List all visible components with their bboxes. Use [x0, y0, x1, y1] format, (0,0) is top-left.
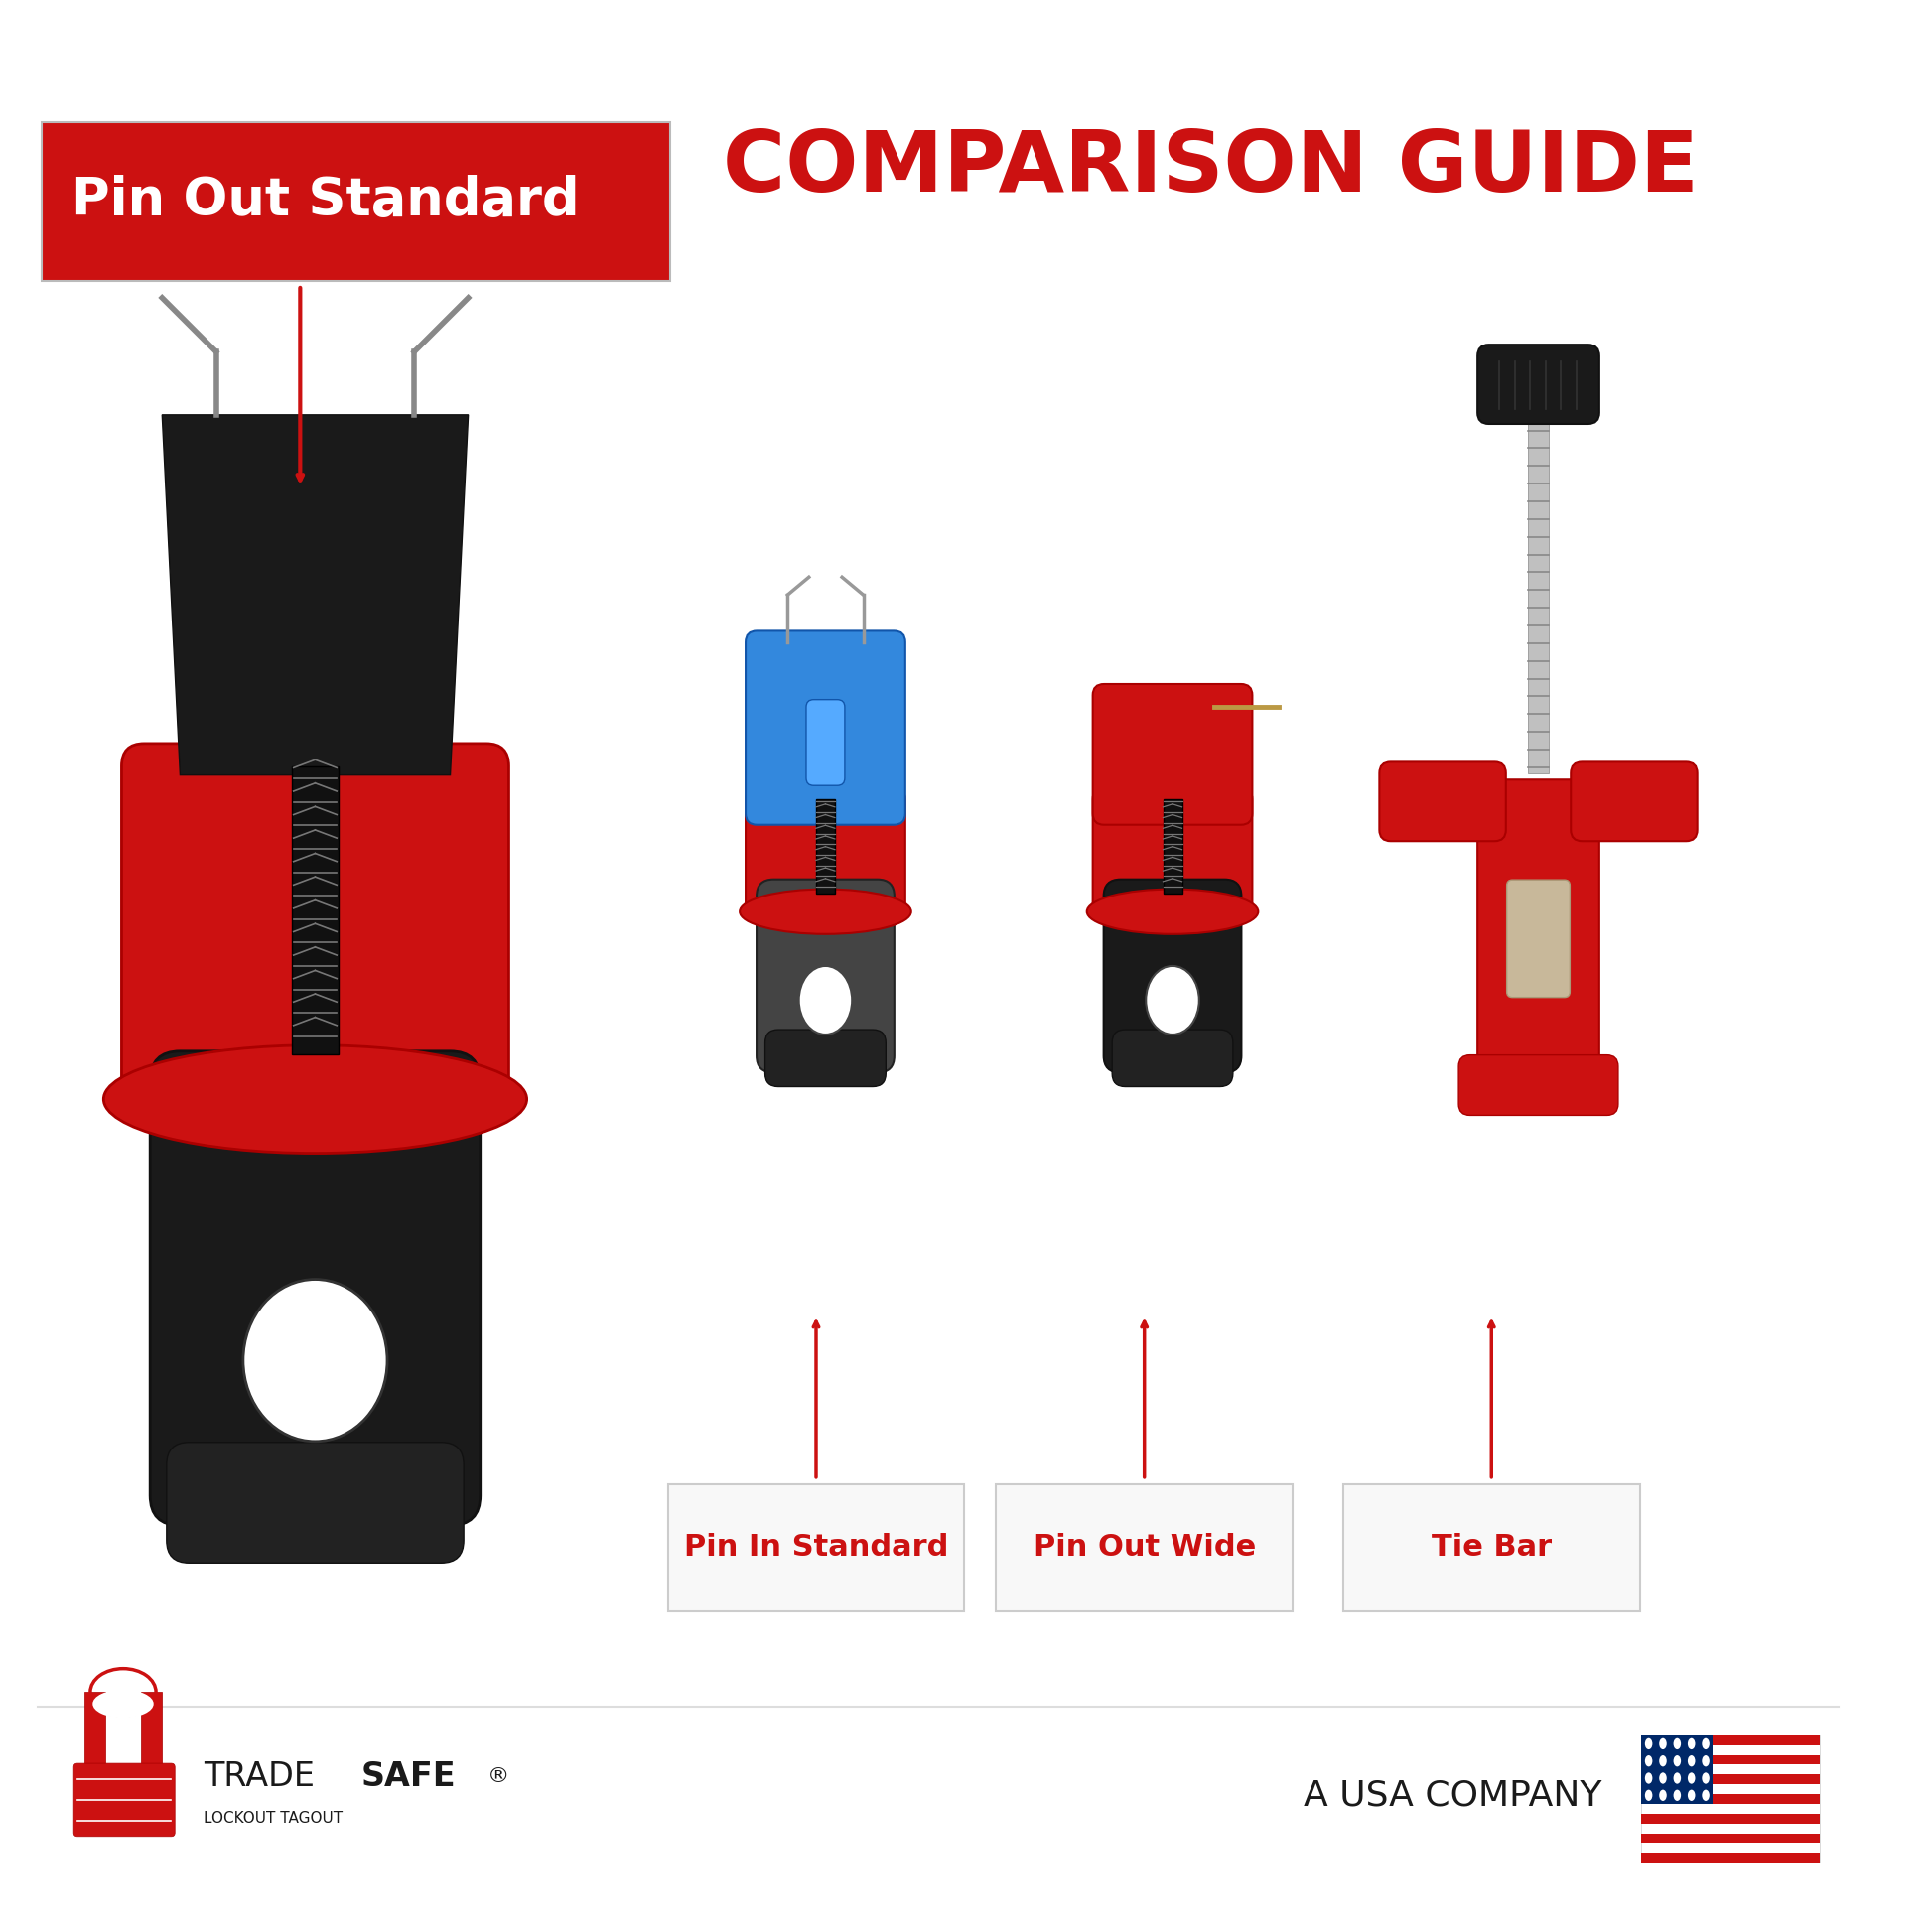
- Text: TRADE: TRADE: [205, 1760, 315, 1793]
- Ellipse shape: [1702, 1772, 1710, 1783]
- Ellipse shape: [798, 966, 852, 1034]
- FancyBboxPatch shape: [122, 744, 508, 1113]
- Ellipse shape: [740, 889, 912, 933]
- Ellipse shape: [1673, 1756, 1681, 1766]
- FancyBboxPatch shape: [1459, 1055, 1619, 1115]
- Text: A USA COMPANY: A USA COMPANY: [1304, 1777, 1602, 1812]
- Bar: [1642, 1833, 1820, 1843]
- Bar: [1528, 408, 1549, 773]
- Text: ®: ®: [487, 1766, 510, 1787]
- Ellipse shape: [93, 1690, 155, 1718]
- FancyBboxPatch shape: [746, 632, 906, 825]
- Bar: [292, 765, 338, 1055]
- FancyBboxPatch shape: [1571, 761, 1698, 840]
- Text: COMPARISON GUIDE: COMPARISON GUIDE: [723, 128, 1698, 211]
- Bar: [1642, 1735, 1714, 1804]
- Ellipse shape: [1673, 1789, 1681, 1801]
- Polygon shape: [162, 415, 468, 775]
- FancyBboxPatch shape: [1478, 781, 1600, 1086]
- FancyBboxPatch shape: [1507, 879, 1571, 997]
- Text: LOCKOUT TAGOUT: LOCKOUT TAGOUT: [205, 1810, 344, 1826]
- Text: Pin In Standard: Pin In Standard: [684, 1534, 949, 1561]
- Bar: [1642, 1735, 1820, 1745]
- Ellipse shape: [1673, 1739, 1681, 1748]
- Bar: [141, 1692, 162, 1774]
- Bar: [85, 1692, 106, 1774]
- Ellipse shape: [1644, 1739, 1652, 1748]
- Ellipse shape: [1702, 1756, 1710, 1766]
- FancyBboxPatch shape: [1113, 1030, 1233, 1086]
- Text: Pin Out Standard: Pin Out Standard: [71, 174, 580, 226]
- FancyBboxPatch shape: [806, 699, 844, 786]
- FancyBboxPatch shape: [1343, 1484, 1640, 1611]
- Bar: [1642, 1795, 1820, 1804]
- Ellipse shape: [1660, 1756, 1667, 1766]
- Ellipse shape: [104, 1045, 527, 1153]
- Text: Tie Bar: Tie Bar: [1432, 1534, 1551, 1561]
- FancyBboxPatch shape: [668, 1484, 964, 1611]
- Bar: [1642, 1754, 1820, 1764]
- Text: Pin Out Wide: Pin Out Wide: [1034, 1534, 1256, 1561]
- FancyBboxPatch shape: [997, 1484, 1293, 1611]
- Bar: [1163, 800, 1182, 895]
- FancyBboxPatch shape: [1094, 788, 1252, 918]
- Ellipse shape: [1673, 1772, 1681, 1783]
- Bar: [1642, 1814, 1820, 1824]
- Ellipse shape: [1146, 966, 1200, 1034]
- Ellipse shape: [1088, 889, 1258, 933]
- FancyBboxPatch shape: [757, 879, 895, 1072]
- FancyBboxPatch shape: [1379, 761, 1505, 840]
- FancyBboxPatch shape: [1478, 344, 1600, 423]
- Ellipse shape: [1644, 1789, 1652, 1801]
- Ellipse shape: [243, 1279, 386, 1441]
- FancyBboxPatch shape: [166, 1443, 464, 1563]
- FancyBboxPatch shape: [151, 1051, 481, 1526]
- FancyBboxPatch shape: [1094, 684, 1252, 825]
- Ellipse shape: [1660, 1789, 1667, 1801]
- Ellipse shape: [1689, 1756, 1694, 1766]
- Bar: [1642, 1774, 1820, 1785]
- Ellipse shape: [1644, 1756, 1652, 1766]
- Ellipse shape: [1689, 1789, 1694, 1801]
- FancyBboxPatch shape: [73, 1764, 176, 1837]
- Bar: [1642, 1735, 1820, 1862]
- Bar: [815, 800, 835, 895]
- Ellipse shape: [1689, 1772, 1694, 1783]
- Ellipse shape: [1702, 1739, 1710, 1748]
- Bar: [1642, 1853, 1820, 1862]
- FancyBboxPatch shape: [41, 122, 670, 282]
- Ellipse shape: [1660, 1772, 1667, 1783]
- FancyBboxPatch shape: [765, 1030, 887, 1086]
- Ellipse shape: [1660, 1739, 1667, 1748]
- Ellipse shape: [1702, 1789, 1710, 1801]
- FancyBboxPatch shape: [746, 788, 906, 918]
- Ellipse shape: [1644, 1772, 1652, 1783]
- Text: SAFE: SAFE: [361, 1760, 456, 1793]
- FancyBboxPatch shape: [1103, 879, 1242, 1072]
- Ellipse shape: [1689, 1739, 1694, 1748]
